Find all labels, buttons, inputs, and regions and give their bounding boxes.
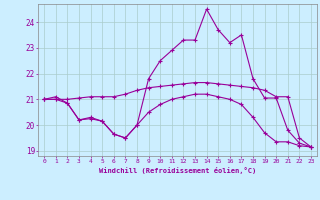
X-axis label: Windchill (Refroidissement éolien,°C): Windchill (Refroidissement éolien,°C) — [99, 167, 256, 174]
